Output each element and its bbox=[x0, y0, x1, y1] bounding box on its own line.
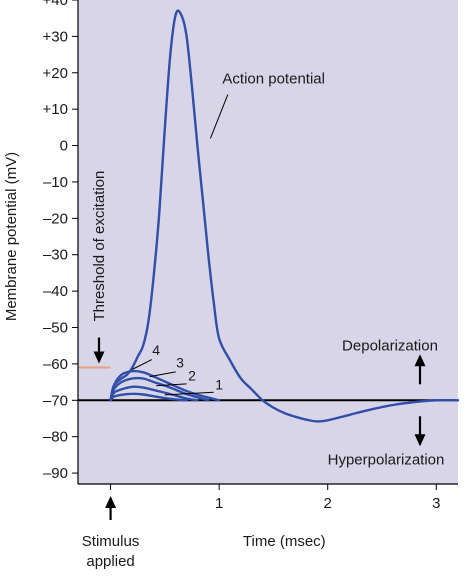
y-tick-label: –30 bbox=[43, 247, 68, 264]
y-tick-label: 0 bbox=[60, 138, 68, 155]
y-tick-label: –40 bbox=[43, 283, 68, 300]
action-potential-line bbox=[109, 9, 460, 423]
stimulus-label-line2: applied bbox=[86, 553, 134, 570]
stimulus-number-label: 3 bbox=[176, 355, 184, 371]
x-tick-label: 1 bbox=[215, 495, 223, 512]
action-potential-label: Action potential bbox=[222, 71, 325, 88]
x-tick-label: 3 bbox=[432, 495, 440, 512]
y-tick-label: +10 bbox=[43, 101, 68, 118]
depolarization-label: Depolarization bbox=[342, 337, 438, 354]
threshold-label: Threshold of excitation bbox=[91, 171, 108, 322]
stimulus-label: Stimulus bbox=[82, 533, 140, 550]
subthreshold-response-line bbox=[109, 369, 221, 402]
y-tick-label: –90 bbox=[43, 465, 68, 482]
response-leader-line bbox=[156, 383, 187, 387]
stimulus-number-label: 4 bbox=[152, 342, 160, 358]
stimulus-number-label: 2 bbox=[188, 367, 196, 383]
x-tick-label: 2 bbox=[324, 495, 332, 512]
subthreshold-response-line bbox=[109, 392, 188, 402]
depolarization-arrow-head bbox=[414, 354, 426, 367]
response-leader-line bbox=[132, 359, 153, 370]
y-tick-label: +30 bbox=[43, 28, 68, 45]
y-tick-label: –70 bbox=[43, 392, 68, 409]
threshold-arrow-head bbox=[93, 351, 105, 364]
stimulus-number-label: 1 bbox=[215, 376, 223, 392]
stimulus-arrow-head bbox=[105, 496, 117, 508]
y-tick-label: –60 bbox=[43, 356, 68, 373]
y-tick-label: –50 bbox=[43, 320, 68, 337]
y-tick-label: +20 bbox=[43, 65, 68, 82]
y-tick-label: –10 bbox=[43, 174, 68, 191]
x-axis-label: Time (msec) bbox=[243, 533, 326, 550]
y-axis-label: Membrane potential (mV) bbox=[3, 152, 20, 321]
subthreshold-response-line bbox=[109, 385, 199, 402]
response-leader-line bbox=[149, 371, 176, 378]
y-tick-label: –20 bbox=[43, 210, 68, 227]
subthreshold-response-line bbox=[109, 376, 210, 402]
response-leader-line bbox=[164, 391, 214, 396]
y-tick-label: –80 bbox=[43, 429, 68, 446]
action-potential-leader bbox=[209, 94, 229, 139]
y-tick-label: +40 bbox=[43, 0, 68, 9]
hyperpolarization-arrow-head bbox=[414, 434, 426, 447]
hyperpolarization-label: Hyperpolarization bbox=[328, 451, 445, 468]
